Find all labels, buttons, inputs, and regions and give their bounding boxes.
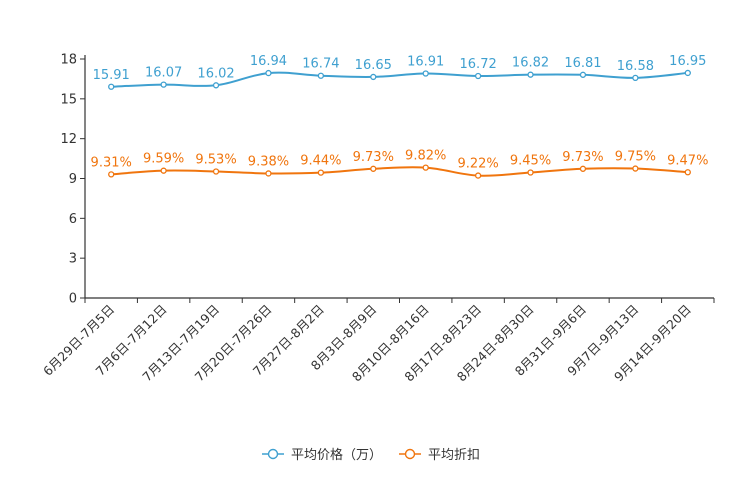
data-point <box>579 165 587 172</box>
data-point <box>684 69 691 77</box>
y-tick-label: 15 <box>60 92 77 107</box>
data-point <box>422 70 429 77</box>
data-point <box>579 71 587 78</box>
data-label: 16.74 <box>302 57 339 72</box>
data-label: 9.44% <box>300 154 341 169</box>
data-point <box>527 169 534 176</box>
axes-group: 03691215186月29日-7月5日7月6日-7月12日7月13日-7月19… <box>40 53 715 384</box>
data-point <box>474 72 482 80</box>
data-label: 9.59% <box>143 152 184 167</box>
data-label: 16.65 <box>355 58 392 73</box>
legend-marker-icon <box>404 448 416 460</box>
data-label: 16.94 <box>250 54 287 69</box>
data-point <box>632 74 639 82</box>
data-label: 9.47% <box>667 153 708 168</box>
data-label: 16.58 <box>617 59 654 74</box>
data-label: 9.82% <box>405 149 446 164</box>
data-label: 9.38% <box>248 154 289 169</box>
y-tick-label: 6 <box>69 212 77 227</box>
data-point <box>422 164 429 171</box>
data-label: 9.73% <box>562 150 603 165</box>
data-label: 16.07 <box>145 66 182 81</box>
legend[interactable]: 平均价格（万） 平均折扣 <box>262 447 480 463</box>
data-point <box>212 168 220 175</box>
data-point <box>212 82 220 89</box>
legend-marker-icon <box>267 448 279 460</box>
data-label: 9.45% <box>510 154 551 169</box>
data-label: 9.22% <box>457 157 498 172</box>
data-point <box>108 83 115 90</box>
legend-item-2[interactable]: 平均折扣 <box>399 448 480 463</box>
data-label: 16.72 <box>460 57 497 72</box>
data-label: 9.75% <box>615 150 656 165</box>
data-label: 9.53% <box>195 152 236 167</box>
data-point <box>317 72 325 79</box>
data-label: 16.81 <box>564 56 601 71</box>
y-tick-label: 18 <box>60 53 77 68</box>
data-point <box>265 69 272 77</box>
data-point <box>370 73 377 81</box>
data-point <box>527 71 534 78</box>
series-1: 15.91 16.07 16.02 16.94 16.74 16.65 16.91 16.72… <box>93 54 706 90</box>
series-2: 9.31% 9.59% 9.53% 9.38% 9.44% 9.73% 9.82% 9.22%… <box>91 149 708 179</box>
data-label: 15.91 <box>93 68 130 83</box>
data-label: 16.02 <box>197 66 234 81</box>
data-label: 16.91 <box>407 54 444 69</box>
data-point <box>474 172 482 179</box>
y-tick-label: 0 <box>69 292 77 307</box>
y-tick-label: 12 <box>60 132 77 147</box>
data-point <box>265 170 272 177</box>
data-label: 16.95 <box>669 54 706 69</box>
legend-label: 平均价格（万） <box>291 447 382 463</box>
data-label: 9.73% <box>353 150 394 165</box>
data-point <box>632 165 639 172</box>
series-line <box>111 71 688 88</box>
y-tick-label: 9 <box>69 172 77 187</box>
data-label: 16.82 <box>512 56 549 71</box>
data-point <box>684 169 691 176</box>
data-point <box>108 171 115 178</box>
data-point <box>370 165 377 172</box>
data-point <box>160 81 167 88</box>
data-point <box>317 169 325 176</box>
series-line <box>111 166 688 177</box>
series-group: 15.91 16.07 16.02 16.94 16.74 16.65 16.91 16.72… <box>91 54 708 179</box>
data-point <box>160 167 167 174</box>
data-label: 9.31% <box>91 155 132 170</box>
legend-label: 平均折扣 <box>428 448 480 463</box>
legend-item-1[interactable]: 平均价格（万） <box>262 447 382 463</box>
y-tick-label: 3 <box>69 252 77 267</box>
